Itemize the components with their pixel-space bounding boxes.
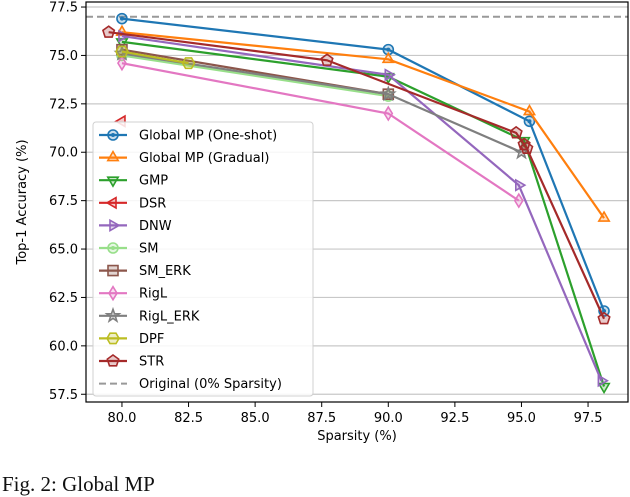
y-tick-label: 70.0: [49, 146, 78, 161]
data-point: [101, 25, 116, 38]
legend-box: [92, 121, 314, 397]
x-axis-label: Sparsity (%): [317, 429, 397, 444]
data-point-dot: [386, 47, 391, 52]
x-tick-label: 85.0: [241, 411, 270, 426]
legend-label: RigL: [139, 287, 168, 302]
legend-label: Global MP (Gradual): [139, 151, 269, 166]
legend-label: Original (0% Sparsity): [139, 377, 282, 392]
legend-label: STR: [139, 355, 164, 370]
series-line: [121, 31, 605, 219]
legend-label: GMP: [139, 174, 168, 189]
series-rigl: [117, 55, 524, 209]
data-point: [597, 311, 611, 325]
legend-item: Original (0% Sparsity): [99, 377, 282, 392]
data-point: [320, 53, 334, 66]
legend-item: Global MP (One-shot): [99, 129, 277, 144]
legend-label: DPF: [139, 332, 164, 347]
legend-label: SM_ERK: [139, 264, 191, 279]
x-tick-label: 80.0: [107, 411, 136, 426]
legend-item: SM: [99, 242, 158, 257]
data-point-dot: [527, 119, 532, 124]
data-point-dot: [602, 309, 607, 314]
series-line: [121, 62, 520, 202]
legend-label: RigL_ERK: [139, 309, 200, 324]
data-point: [379, 85, 397, 102]
series-line: [121, 40, 606, 387]
legend-item: DNW: [99, 218, 172, 234]
legend-marker: [106, 332, 120, 345]
data-point: [522, 103, 537, 116]
data-point: [384, 68, 396, 82]
data-point: [383, 105, 394, 122]
legend-marker-dot: [111, 246, 115, 250]
x-tick-label: 92.5: [440, 411, 469, 426]
legend-marker: [106, 150, 120, 162]
series-str: [101, 25, 611, 325]
data-point: [515, 178, 527, 192]
legend-item: GMP: [99, 174, 168, 189]
x-tick-label: 90.0: [374, 411, 403, 426]
legend-marker: [106, 354, 120, 367]
legend-item: SM_ERK: [99, 264, 191, 279]
x-tick-label: 82.5: [174, 411, 203, 426]
y-tick-label: 77.5: [49, 1, 78, 16]
legend-label: DSR: [139, 196, 166, 211]
series-line: [108, 31, 606, 320]
y-tick-label: 72.5: [49, 97, 78, 112]
y-tick-label: 60.0: [49, 339, 78, 354]
series-line: [121, 34, 603, 382]
legend-label: SM: [139, 242, 158, 257]
line-chart: 57.5 60.0 62.5 65.0 67.5 70.0 72.5 75.0 77.5 80.0…: [15, 1, 629, 444]
series-line: [121, 54, 389, 98]
data-point: [512, 143, 530, 160]
data-point: [597, 374, 609, 388]
series-line: [121, 52, 522, 154]
data-point: [509, 125, 523, 139]
legend: Global MP (One-shot) Global MP (Gradual) G…: [92, 121, 314, 397]
x-tick-label: 95.0: [507, 411, 536, 426]
legend-label: DNW: [139, 219, 172, 234]
data-point: [597, 210, 611, 222]
legend-marker: [108, 285, 118, 302]
legend-marker: [105, 196, 117, 210]
legend-item: STR: [99, 354, 164, 370]
data-point-dot: [119, 16, 124, 21]
figure-caption: Fig. 2: Global MP: [2, 472, 155, 496]
y-tick-label: 65.0: [49, 243, 78, 258]
legend-marker: [106, 176, 120, 188]
y-tick-label: 75.0: [49, 49, 78, 64]
legend-item: DPF: [99, 332, 164, 347]
data-point: [513, 192, 524, 209]
y-tick-label: 57.5: [49, 388, 78, 403]
legend-marker: [104, 306, 122, 324]
legend-marker: [109, 218, 121, 232]
data-point: [520, 141, 534, 155]
legend-marker-dot: [111, 133, 115, 137]
series-line: [121, 50, 189, 65]
y-axis-label: Top-1 Accuracy (%): [15, 139, 30, 265]
legend-label: Global MP (One-shot): [139, 129, 277, 144]
legend-item: RigL: [99, 285, 168, 302]
data-point: [181, 57, 196, 70]
legend-marker: [107, 264, 119, 277]
y-tick-label: 62.5: [49, 291, 78, 306]
data-point: [115, 45, 129, 58]
legend-item: DSR: [99, 196, 166, 211]
series-dpf: [115, 45, 196, 70]
data-point: [381, 51, 395, 64]
legend-item: Global MP (Gradual): [99, 150, 269, 166]
legend-item: RigL_ERK: [99, 306, 200, 324]
plot-frame: [85, 1, 629, 403]
x-tick-label: 97.5: [574, 411, 603, 426]
x-tick-label: 87.5: [307, 411, 336, 426]
data-point: [117, 55, 127, 72]
y-tick-label: 67.5: [49, 194, 78, 209]
